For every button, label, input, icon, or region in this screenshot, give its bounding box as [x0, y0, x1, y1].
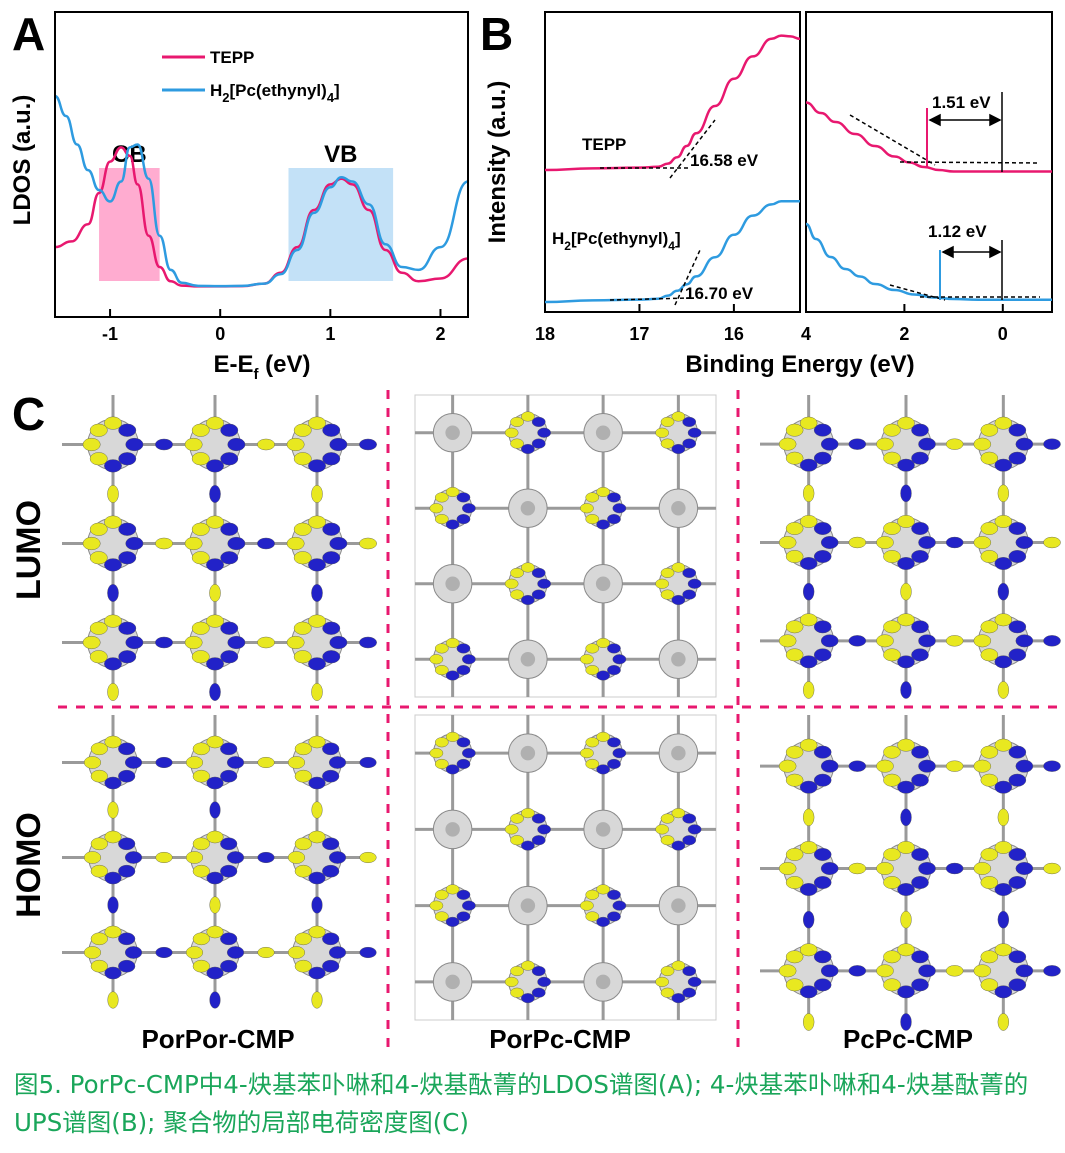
annotation-16-58: 16.58 eV [690, 151, 759, 170]
panel-b-left-frame [544, 11, 801, 313]
panel-a-xlabel: E-Ef (eV) [213, 351, 310, 383]
band-cb [99, 168, 160, 281]
orbital-lattice-1 [414, 394, 717, 698]
ups-series-right-tepp [805, 101, 1052, 173]
orbital-lattice-3 [62, 715, 377, 1009]
panel-a-frame [54, 11, 469, 318]
panel-letter-b: B [480, 8, 513, 60]
panel-a-ylabel: LDOS (a.u.) [9, 95, 36, 226]
legend-label-tepp: TEPP [210, 48, 254, 67]
panel-letter-c: C [12, 388, 45, 440]
ldos-series-pc [54, 94, 469, 288]
band-label-vb: VB [324, 141, 357, 168]
panel-b-xtick-label: 0 [998, 324, 1008, 344]
annotation-1-12: 1.12 eV [928, 222, 987, 241]
panel-b-xtick-label: 2 [899, 324, 909, 344]
annotation-16-70: 16.70 eV [685, 284, 754, 303]
row-label-homo: HOMO [10, 812, 48, 918]
annotation-1-51: 1.51 eV [932, 93, 991, 112]
panel-a-xtick-label: 1 [325, 324, 335, 344]
panel-b-ylabel: Intensity (a.u.) [484, 81, 511, 244]
panel-a-xtick-label: -1 [102, 324, 118, 344]
panel-c-charge-density: LUMO HOMO PorPor-CMP PorPc-CMP PcPc-CMP [10, 390, 1061, 1055]
label-pc: H2[Pc(ethynyl)4] [552, 229, 681, 253]
orbital-lattice-2 [760, 395, 1061, 699]
figure-canvas: A B C CB VB -1 0 1 2 LDOS (a.u.) E-Ef (eV) T… [9, 8, 1061, 1055]
ups-series-right-pc [805, 222, 1052, 302]
panel-b-right-frame [805, 11, 1053, 313]
label-tepp: TEPP [582, 135, 626, 154]
panel-b-tangent-lines [600, 114, 1041, 306]
panel-a-ldos: CB VB -1 0 1 2 LDOS (a.u.) E-Ef (eV) TEPP H2… [9, 11, 469, 383]
panel-a-legend: TEPP H2[Pc(ethynyl)4] [162, 48, 340, 105]
panel-b-xtick-label: 16 [724, 324, 744, 344]
orbital-lattice-5 [760, 715, 1061, 1031]
panel-letter-a: A [12, 8, 45, 60]
column-label-porpc: PorPc-CMP [489, 1024, 631, 1054]
panel-a-xtick-label: 2 [435, 324, 445, 344]
panel-b-xtick-label: 17 [629, 324, 649, 344]
panel-b-ups: 18 17 16 4 2 0 1.51 eV 1.12 eV 16.58 eV 1 [484, 11, 1053, 378]
gap-arrows [928, 113, 1002, 259]
column-label-pcpc: PcPc-CMP [843, 1024, 973, 1054]
legend-label-pc: H2[Pc(ethynyl)4] [210, 81, 340, 105]
panel-b-xlabel: Binding Energy (eV) [685, 351, 914, 378]
figure-caption: 图5. PorPc-CMP中4-炔基苯卟啉和4-炔基酞菁的LDOS谱图(A); … [14, 1070, 1029, 1137]
panel-b-xtick-label: 18 [535, 324, 555, 344]
column-label-porpor: PorPor-CMP [141, 1024, 294, 1054]
panel-a-xtick-label: 0 [215, 324, 225, 344]
orbital-lattice-4 [414, 714, 717, 1021]
panel-b-xtick-label: 4 [801, 324, 811, 344]
orbital-lattice-0 [62, 395, 377, 701]
row-label-lumo: LUMO [10, 500, 48, 600]
